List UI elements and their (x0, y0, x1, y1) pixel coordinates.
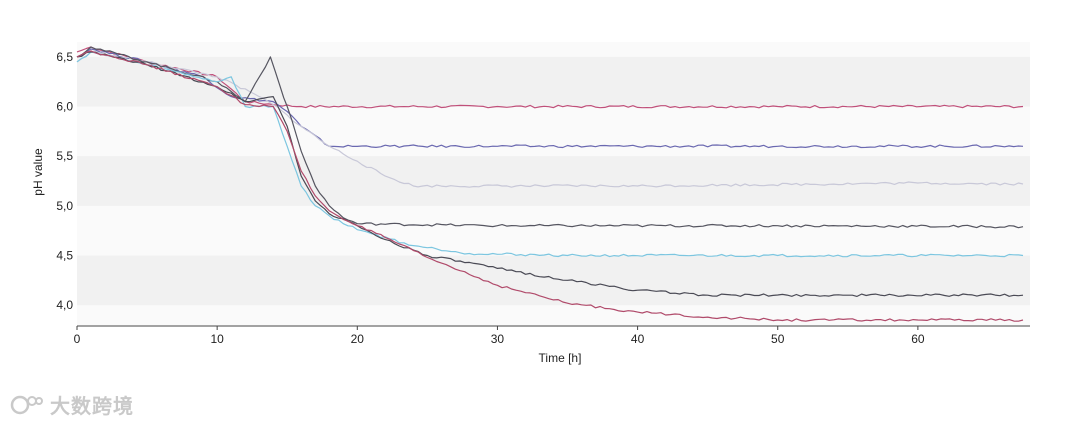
y-axis-title: pH value (31, 148, 45, 196)
x-axis: 0 10 20 30 40 50 60 (74, 325, 1030, 346)
watermark-text: 大数跨境 (50, 394, 134, 418)
series-line-5 (76, 51, 1024, 258)
series-line-1 (76, 46, 1024, 109)
grid-band (77, 56, 1030, 107)
y-tick-label: 6,0 (56, 100, 73, 114)
x-tick-label: 50 (771, 332, 785, 346)
ks-logo-icon (10, 395, 43, 414)
x-tick-label: 40 (631, 332, 645, 346)
series-line-6 (76, 51, 1024, 297)
x-tick-label: 30 (491, 332, 505, 346)
y-axis: 4,0 4,5 5,0 5,5 6,0 6,5 (56, 50, 73, 312)
y-tick-label: 4,5 (56, 248, 73, 262)
series-line-4 (76, 46, 1024, 229)
x-tick-label: 20 (351, 332, 365, 346)
grid-band (77, 255, 1030, 306)
y-tick-label: 5,5 (56, 149, 73, 163)
y-tick-label: 4,0 (56, 298, 73, 312)
y-tick-label: 6,5 (56, 50, 73, 64)
x-tick-label: 60 (911, 332, 925, 346)
y-tick-label: 5,0 (56, 199, 73, 213)
x-axis-title: Time [h] (539, 351, 582, 365)
series-layer (76, 46, 1024, 322)
watermark: 大数跨境 (10, 390, 134, 419)
x-tick-label: 10 (210, 332, 224, 346)
series-line-7 (76, 50, 1024, 322)
x-tick-label: 0 (74, 332, 81, 346)
grid-band (77, 156, 1030, 206)
